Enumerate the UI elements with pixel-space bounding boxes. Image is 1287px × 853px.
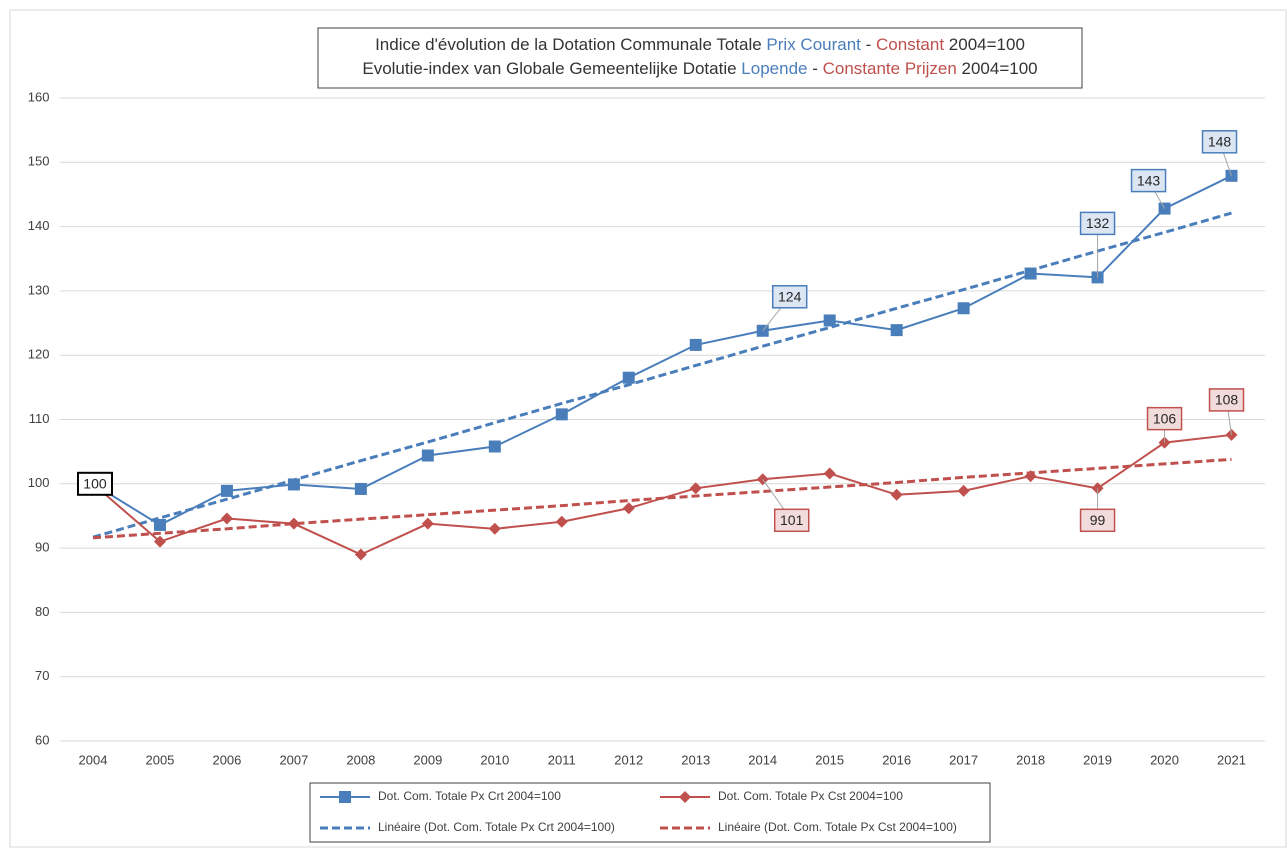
y-tick-label: 150 — [28, 154, 50, 169]
marker — [220, 512, 233, 525]
x-tick-label: 2011 — [548, 752, 576, 767]
marker — [354, 482, 367, 495]
x-tick-label: 2015 — [815, 752, 844, 767]
title-segment: 2004=100 — [944, 35, 1025, 54]
label-box — [1079, 211, 1116, 236]
data-label: 143 — [1137, 172, 1161, 188]
legend-label: Linéaire (Dot. Com. Totale Px Cst 2004=1… — [718, 820, 957, 834]
x-tick-label: 2008 — [346, 752, 375, 767]
marker — [689, 338, 702, 351]
title-segment: Constant — [876, 35, 944, 54]
label-box — [1208, 388, 1245, 412]
legend-marker — [339, 791, 351, 803]
label-box — [771, 285, 808, 309]
marker — [153, 535, 166, 548]
marker — [622, 502, 635, 515]
x-tick-label: 2018 — [1016, 752, 1045, 767]
label-box — [1079, 508, 1116, 533]
marker — [890, 488, 903, 501]
marker — [287, 517, 300, 530]
marker — [220, 484, 233, 497]
title-box — [317, 27, 1083, 89]
label-box — [1130, 168, 1167, 193]
y-tick-label: 130 — [28, 282, 50, 297]
x-tick-label: 2020 — [1150, 752, 1179, 767]
label-box — [1146, 406, 1183, 431]
label-box — [773, 508, 810, 533]
y-tick-label: 90 — [35, 540, 49, 555]
y-tick-label: 160 — [28, 89, 50, 104]
title-segment: Constante Prijzen — [823, 59, 957, 78]
marker — [1024, 470, 1037, 483]
title-segment: 2004=100 — [957, 59, 1038, 78]
marker — [890, 324, 903, 337]
title-segment: Indice d'évolution de la Dotation Commun… — [375, 35, 766, 54]
legend-label: Dot. Com. Totale Px Crt 2004=100 — [378, 789, 561, 803]
x-tick-label: 2004 — [79, 752, 108, 767]
trend-line — [92, 211, 1232, 539]
marker — [287, 478, 300, 491]
title-segment: Evolutie-index van Globale Gemeentelijke… — [362, 59, 741, 78]
x-tick-label: 2010 — [480, 752, 509, 767]
x-tick-label: 2014 — [748, 752, 777, 767]
x-tick-label: 2005 — [145, 752, 174, 767]
legend-marker — [679, 791, 691, 803]
data-label: 100 — [83, 476, 107, 492]
y-tick-label: 140 — [28, 218, 50, 233]
series-line — [92, 174, 1232, 527]
y-tick-label: 70 — [35, 668, 49, 683]
y-tick-label: 60 — [35, 732, 49, 747]
label-box — [1201, 130, 1238, 154]
x-tick-label: 2016 — [882, 752, 911, 767]
x-tick-label: 2007 — [279, 752, 308, 767]
marker — [957, 302, 970, 315]
y-tick-label: 120 — [28, 347, 50, 362]
title-segment: Lopende — [741, 59, 807, 78]
marker — [1024, 267, 1037, 280]
marker — [689, 482, 702, 495]
x-tick-label: 2013 — [681, 752, 710, 767]
data-label: 99 — [1090, 512, 1106, 528]
marker — [555, 408, 568, 421]
marker — [354, 548, 367, 561]
data-label: 148 — [1208, 134, 1232, 150]
chart-title: Indice d'évolution de la Dotation Commun… — [375, 35, 1025, 54]
title-segment: - — [807, 59, 822, 78]
marker — [823, 314, 836, 327]
marker — [488, 522, 501, 535]
data-label: 124 — [778, 288, 802, 304]
chart-frame — [9, 9, 1287, 848]
x-tick-label: 2006 — [212, 752, 241, 767]
title-segment: Prix Courant — [766, 35, 861, 54]
y-tick-label: 110 — [29, 411, 50, 426]
data-label: 106 — [1153, 410, 1177, 426]
x-tick-label: 2012 — [614, 752, 643, 767]
y-tick-label: 100 — [28, 475, 50, 490]
label-box — [76, 471, 113, 496]
marker — [823, 467, 836, 480]
x-tick-label: 2021 — [1217, 752, 1246, 767]
marker — [957, 484, 970, 497]
marker — [421, 517, 434, 530]
x-tick-label: 2019 — [1083, 752, 1112, 767]
marker — [555, 515, 568, 528]
chart-title: Evolutie-index van Globale Gemeentelijke… — [362, 59, 1037, 78]
data-label: 132 — [1086, 215, 1110, 231]
data-label: 101 — [780, 512, 804, 528]
x-tick-label: 2009 — [413, 752, 442, 767]
marker — [488, 440, 501, 453]
legend-label: Linéaire (Dot. Com. Totale Px Crt 2004=1… — [378, 820, 615, 834]
marker — [421, 449, 434, 462]
title-segment: - — [861, 35, 876, 54]
x-tick-label: 2017 — [949, 752, 978, 767]
legend-box — [309, 782, 991, 843]
legend-label: Dot. Com. Totale Px Cst 2004=100 — [718, 789, 903, 803]
marker — [622, 371, 635, 384]
y-tick-label: 80 — [35, 604, 49, 619]
data-label: 108 — [1215, 392, 1239, 408]
marker — [153, 518, 166, 531]
series-line — [92, 433, 1232, 556]
